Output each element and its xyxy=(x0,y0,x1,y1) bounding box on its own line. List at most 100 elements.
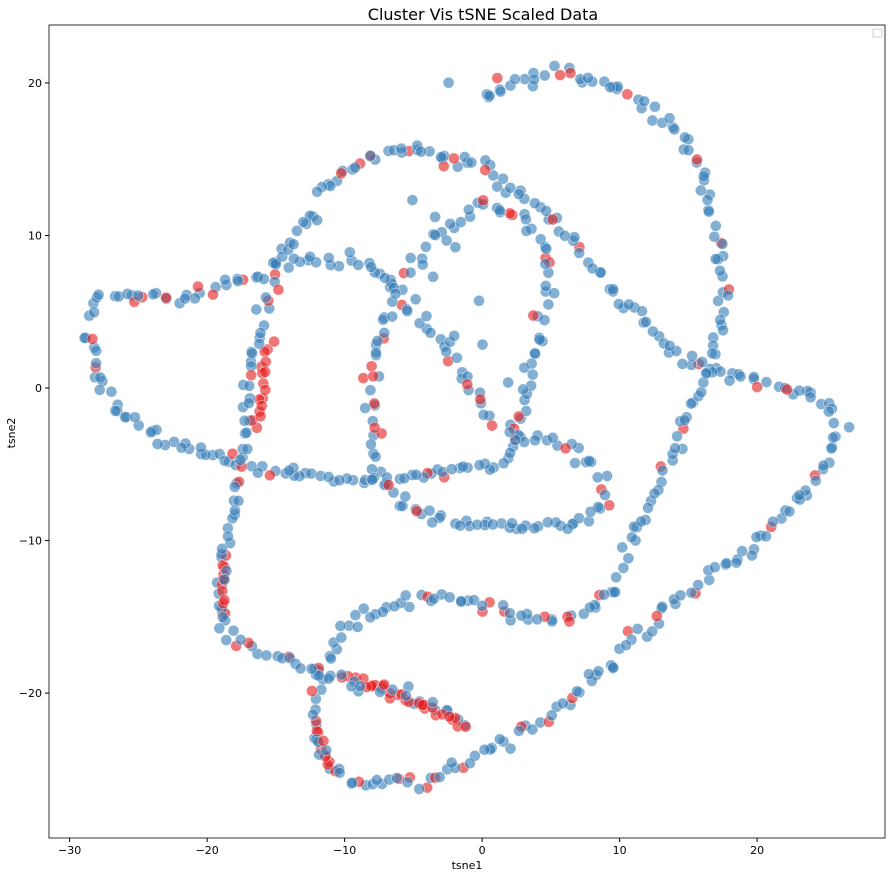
scatter-point xyxy=(426,696,439,708)
y-tick-label: 20 xyxy=(28,77,42,90)
scatter-point xyxy=(679,131,691,144)
scatter-point xyxy=(272,283,285,296)
scatter-point xyxy=(646,625,658,638)
scatter-point xyxy=(626,531,638,544)
scatter-point xyxy=(351,621,364,633)
scatter-point xyxy=(386,310,399,323)
scatter-point xyxy=(730,556,743,569)
scatter-point xyxy=(382,479,395,491)
scatter-point xyxy=(747,371,760,383)
scatter-point xyxy=(334,620,347,632)
scatter-point xyxy=(147,288,160,301)
scatter-point xyxy=(333,474,346,487)
scatter-point xyxy=(94,371,107,384)
scatter-point xyxy=(311,186,323,198)
scatter-point xyxy=(368,397,381,410)
scatter-point xyxy=(234,454,247,466)
scatter-point xyxy=(540,205,552,217)
scatter-point xyxy=(254,327,267,339)
scatter-point xyxy=(723,374,736,387)
scatter-point xyxy=(415,145,427,158)
scatter-point xyxy=(232,275,244,287)
scatter-point xyxy=(696,356,709,368)
y-tick-label: −10 xyxy=(19,535,42,548)
scatter-point xyxy=(556,697,569,710)
scatter-point xyxy=(259,384,272,396)
scatter-point xyxy=(538,69,551,82)
scatter-point xyxy=(305,662,318,675)
scatter-point xyxy=(365,438,377,451)
scatter-point xyxy=(473,294,485,307)
scatter-point xyxy=(468,594,480,606)
scatter-point xyxy=(459,720,472,733)
scatter-point xyxy=(476,599,489,612)
scatter-point xyxy=(583,515,595,528)
scatter-point xyxy=(294,662,307,675)
scatter-point xyxy=(365,360,378,373)
scatter-point xyxy=(515,609,528,622)
scatter-point xyxy=(635,515,647,528)
scatter-point xyxy=(604,81,617,93)
scatter-point xyxy=(497,599,510,612)
scatter-point xyxy=(243,397,255,409)
scatter-point xyxy=(464,757,476,770)
scatter-point xyxy=(420,241,432,253)
scatter-point xyxy=(335,668,348,681)
scatter-point xyxy=(793,489,806,502)
scatter-point xyxy=(487,518,499,531)
scatter-point xyxy=(513,724,525,737)
scatter-point xyxy=(401,305,414,317)
scatter-point xyxy=(520,213,532,226)
scatter-point xyxy=(609,586,622,598)
scatter-point xyxy=(561,522,574,535)
scatter-point xyxy=(751,381,763,393)
scatter-point xyxy=(179,292,191,305)
y-axis-label: tsne2 xyxy=(5,418,18,449)
scatter-point xyxy=(312,669,325,682)
scatter-point xyxy=(640,316,652,328)
scatter-point xyxy=(558,230,571,242)
scatter-point xyxy=(526,368,539,381)
scatter-point xyxy=(145,426,157,439)
scatter-point xyxy=(370,774,383,786)
scatter-point xyxy=(260,291,272,304)
scatter-point xyxy=(443,591,456,604)
scatter-point xyxy=(455,595,467,608)
scatter-point xyxy=(697,170,710,183)
scatter-point xyxy=(367,370,380,383)
scatter-point xyxy=(88,306,100,319)
scatter-point xyxy=(389,287,402,300)
scatter-point xyxy=(529,197,541,209)
scatter-point xyxy=(395,142,408,155)
scatter-point xyxy=(440,234,453,247)
y-axis: −20 −10 0 10 20 xyxy=(19,77,49,700)
scatter-point xyxy=(92,288,105,301)
scatter-point xyxy=(399,589,412,602)
legend-box xyxy=(872,28,883,38)
scatter-point xyxy=(132,289,145,302)
scatter-point xyxy=(563,615,576,628)
scatter-point xyxy=(708,230,721,243)
scatter-point xyxy=(546,431,559,444)
scatter-point xyxy=(607,661,620,674)
scatter-point xyxy=(365,261,377,273)
scatter-point xyxy=(649,100,661,113)
scatter-point xyxy=(129,411,141,424)
scatter-point xyxy=(457,460,469,473)
scatter-point xyxy=(175,441,188,454)
scatter-point xyxy=(443,710,456,723)
scatter-point xyxy=(440,345,453,358)
scatter-point xyxy=(379,272,391,284)
scatter-point xyxy=(647,325,659,338)
scatter-point xyxy=(218,454,231,467)
scatter-point xyxy=(656,600,669,613)
scatter-point xyxy=(722,289,734,302)
scatter-point xyxy=(674,589,687,602)
scatter-point xyxy=(520,225,533,237)
scatter-point xyxy=(598,588,610,601)
scatter-point xyxy=(527,309,540,322)
plot-frame xyxy=(48,24,886,839)
scatter-point xyxy=(307,708,319,721)
scatter-point xyxy=(90,357,102,370)
scatter-point xyxy=(227,624,240,637)
